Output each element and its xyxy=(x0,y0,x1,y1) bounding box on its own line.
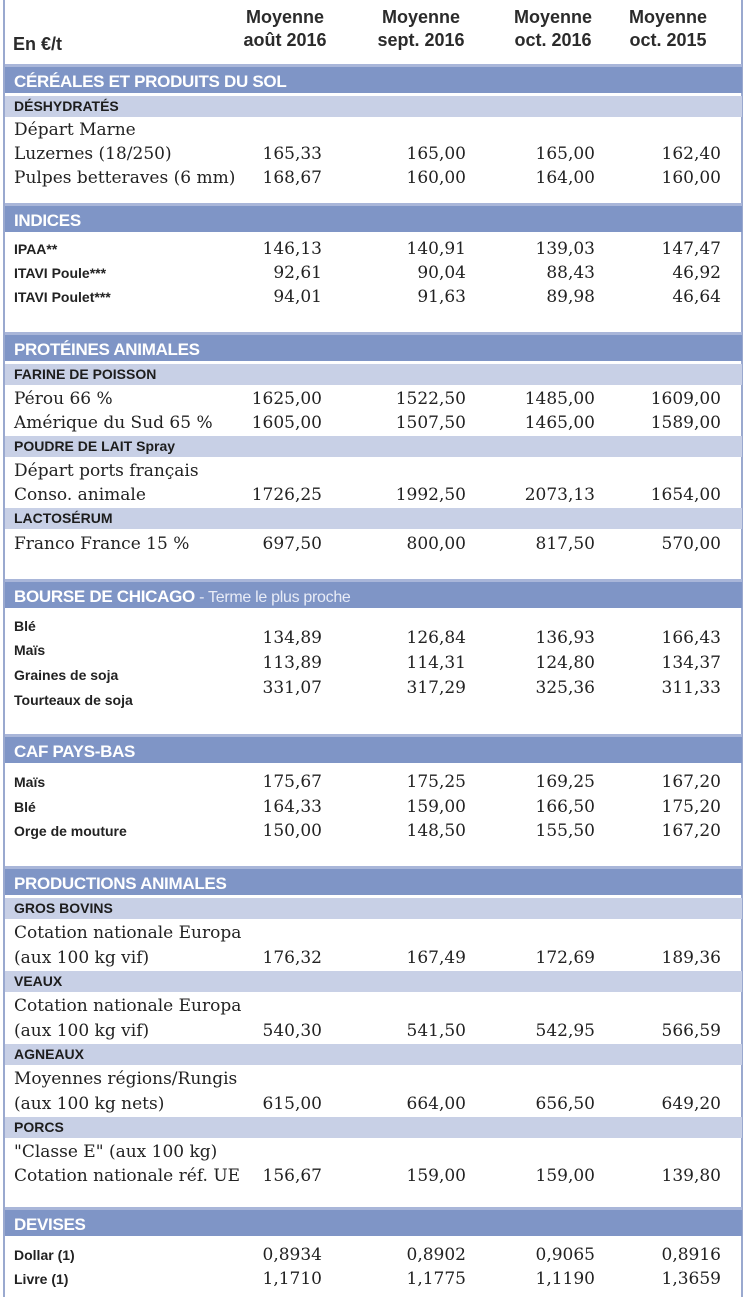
column-header-aug-2016: Moyenne août 2016 xyxy=(243,7,327,50)
subsection-agneaux: AGNEAUX xyxy=(5,1044,742,1065)
table-row: Dollar (1) 0,8934 0,8902 0,9065 0,8916 xyxy=(14,1245,721,1265)
table-row: ITAVI Poule*** 92,61 90,04 88,43 46,92 xyxy=(14,263,721,283)
column-header-oct-2016: Moyenne oct. 2016 xyxy=(513,7,592,50)
table-row: Luzernes (18/250) 165,33 165,00 165,00 1… xyxy=(14,144,721,164)
table-row: Orge de mouture 150,00 148,50 155,50 167… xyxy=(14,821,721,841)
section-header-proteines: PROTÉINES ANIMALES xyxy=(5,332,742,361)
table-row: ITAVI Poulet*** 94,01 91,63 89,98 46,64 xyxy=(14,287,721,307)
section-header-devises: DEVISES xyxy=(5,1207,742,1236)
section-header-productions: PRODUCTIONS ANIMALES xyxy=(5,866,742,895)
table-row: Moyennes régions/Rungis xyxy=(14,1069,238,1089)
section-header-indices: INDICES xyxy=(5,203,742,232)
subsection-deshydrates: DÉSHYDRATÉS xyxy=(5,96,742,117)
table-row: Pérou 66 % 1625,00 1522,50 1485,00 1609,… xyxy=(14,389,721,409)
table-row: "Classe E" (aux 100 kg) xyxy=(14,1142,218,1162)
table-row: Départ Marne xyxy=(14,120,136,140)
table-row: Franco France 15 % 697,50 800,00 817,50 … xyxy=(14,534,721,554)
table-row: Pulpes betteraves (6 mm) 168,67 160,00 1… xyxy=(14,168,721,188)
subsection-veaux: VEAUX xyxy=(5,971,742,992)
table-row: Livre (1) 1,1710 1,1775 1,1190 1,3659 xyxy=(14,1269,721,1289)
table-row: Départ ports français xyxy=(14,461,199,481)
table-row: 113,89 114,31 124,80 134,37 xyxy=(262,653,721,673)
table-row: IPAA** 146,13 140,91 139,03 147,47 xyxy=(14,239,721,259)
table-row: Graines de soja xyxy=(14,667,119,683)
table-row: (aux 100 kg vif) 540,30 541,50 542,95 56… xyxy=(14,1021,721,1041)
subsection-porcs: PORCS xyxy=(5,1117,742,1138)
column-header-oct-2015: Moyenne oct. 2015 xyxy=(628,7,707,50)
table-frame xyxy=(3,0,743,1297)
table-row: 134,89 126,84 136,93 166,43 xyxy=(262,628,721,648)
subsection-poudre-de-lait: POUDRE DE LAIT Spray xyxy=(5,436,742,457)
table-row: (aux 100 kg nets) 615,00 664,00 656,50 6… xyxy=(14,1094,721,1114)
table-header: En €/t Moyenne août 2016 Moyenne sept. 2… xyxy=(0,4,747,60)
table-row: Amérique du Sud 65 % 1605,00 1507,50 146… xyxy=(14,413,721,433)
section-header-chicago: BOURSE DE CHICAGO - Terme le plus proche xyxy=(5,579,742,608)
subsection-gros-bovins: GROS BOVINS xyxy=(5,898,742,919)
table-row: Cotation nationale Europa xyxy=(14,923,242,943)
subsection-farine-de-poisson: FARINE DE POISSON xyxy=(5,364,742,385)
column-header-sept-2016: Moyenne sept. 2016 xyxy=(377,7,465,50)
table-row: Maïs 175,67 175,25 169,25 167,20 xyxy=(14,772,721,792)
table-row: Cotation nationale Europa xyxy=(14,996,242,1016)
subsection-lactoserum: LACTOSÉRUM xyxy=(5,508,742,529)
unit-label: En €/t xyxy=(13,34,63,54)
table-row: Conso. animale 1726,25 1992,50 2073,13 1… xyxy=(14,485,721,505)
section-header-caf-pays-bas: CAF PAYS-BAS xyxy=(5,734,742,763)
section-header-cereales: CÉRÉALES ET PRODUITS DU SOL xyxy=(5,64,742,93)
table-row: Cotation nationale réf. UE 156,67 159,00… xyxy=(14,1166,721,1186)
table-row: 331,07 317,29 325,36 311,33 xyxy=(262,678,721,698)
table-row: Maïs xyxy=(14,642,46,658)
table-row: Tourteaux de soja xyxy=(14,692,133,708)
table-row: Blé xyxy=(14,618,36,634)
table-row: (aux 100 kg vif) 176,32 167,49 172,69 18… xyxy=(14,948,721,968)
table-row: Blé 164,33 159,00 166,50 175,20 xyxy=(14,797,721,817)
